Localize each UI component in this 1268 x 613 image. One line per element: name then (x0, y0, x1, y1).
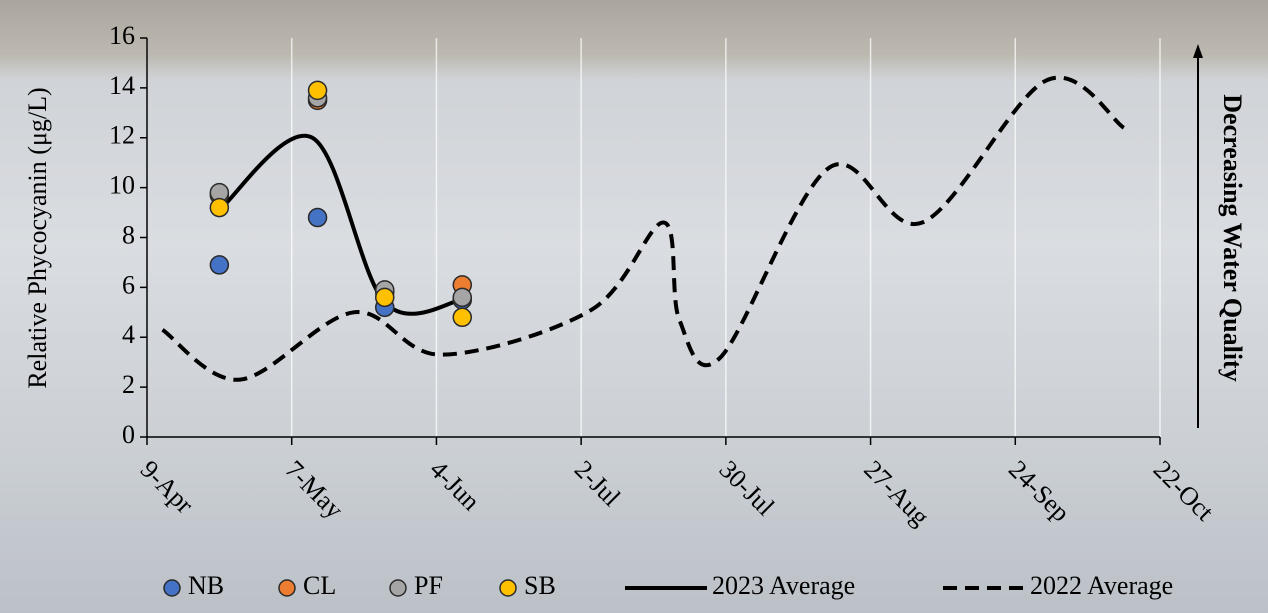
legend-swatch (499, 579, 517, 597)
y-tick-label: 14 (109, 71, 135, 100)
scatter-point (307, 80, 328, 101)
legend-swatch (163, 579, 181, 597)
scatter-point (209, 197, 230, 218)
y-tick-label: 12 (109, 121, 135, 150)
legend-swatch (389, 579, 407, 597)
y-tick-label: 4 (122, 320, 135, 349)
legend-label: PF (414, 571, 443, 600)
y-tick-label: 8 (122, 220, 135, 249)
scatter-point (452, 287, 473, 308)
legend-label: SB (524, 571, 556, 600)
y-axis-title: Relative Phycocyanin (μg/L) (23, 87, 52, 388)
line-series (218, 133, 463, 316)
scatter-point (307, 207, 328, 228)
legend-label: NB (188, 571, 224, 600)
legend-label: 2023 Average (712, 571, 855, 600)
scatter-point (374, 287, 395, 308)
legend-label: 2022 Average (1030, 571, 1173, 600)
y-tick-label: 10 (109, 171, 135, 200)
legend-swatch (278, 579, 296, 597)
scatter-point (452, 307, 473, 328)
annotation-arrowhead (1193, 44, 1203, 58)
y-tick-label: 6 (122, 270, 135, 299)
scatter-point (209, 255, 230, 275)
y-tick-label: 2 (122, 370, 135, 399)
legend-label: CL (303, 571, 336, 600)
y-tick-label: 0 (122, 420, 135, 449)
line-series (161, 75, 1126, 382)
annotation: Decreasing Water Quality (1218, 94, 1247, 381)
y-tick-label: 16 (109, 21, 135, 50)
